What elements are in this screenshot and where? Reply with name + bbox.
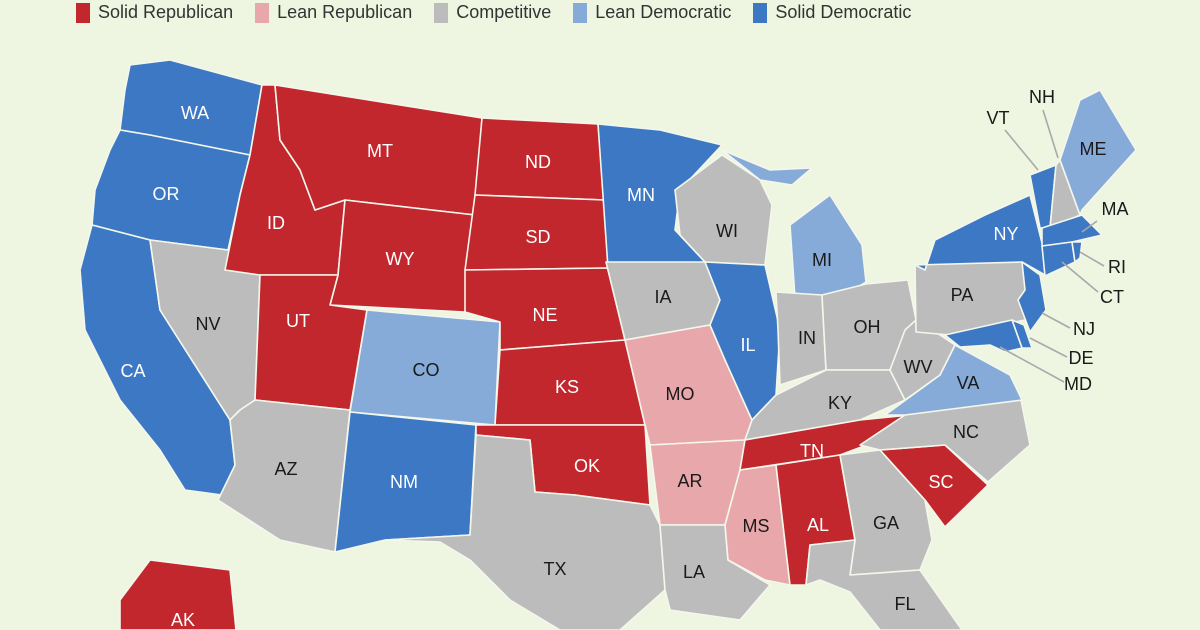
- state-label: UT: [286, 311, 310, 331]
- legend-label: Competitive: [456, 2, 552, 22]
- leader-line: [1079, 251, 1105, 267]
- legend-item-comp: Competitive: [434, 2, 551, 23]
- state-label: TX: [543, 559, 566, 579]
- state-label: WV: [904, 357, 933, 377]
- legend-item-solid_d: Solid Democratic: [753, 2, 911, 23]
- state-mi[interactable]: [721, 149, 813, 186]
- leader-line: [1081, 220, 1098, 233]
- state-label: KY: [828, 393, 852, 413]
- state-label: AR: [677, 471, 702, 491]
- state-label: MS: [743, 516, 770, 536]
- state-label: WI: [716, 221, 738, 241]
- legend-swatch: [753, 2, 768, 23]
- leader-line: [999, 346, 1065, 383]
- state-ri[interactable]: [1071, 241, 1083, 263]
- state-label: NY: [993, 224, 1018, 244]
- state-label: ND: [525, 152, 551, 172]
- state-label: OR: [153, 184, 180, 204]
- state-ky[interactable]: [744, 369, 906, 441]
- state-fl[interactable]: [805, 539, 963, 630]
- state-label: SC: [928, 472, 953, 492]
- state-label: AK: [171, 610, 195, 630]
- state-nj[interactable]: [1017, 261, 1047, 333]
- state-label: NE: [532, 305, 557, 325]
- state-label: NC: [953, 422, 979, 442]
- state-label: WA: [181, 103, 209, 123]
- legend-item-lean_d: Lean Democratic: [573, 2, 731, 23]
- state-label: SD: [525, 227, 550, 247]
- legend-label: Lean Republican: [277, 2, 413, 22]
- state-label: CA: [120, 361, 145, 381]
- state-label: MA: [1102, 199, 1129, 219]
- state-label: VT: [986, 108, 1009, 128]
- leader-line: [1061, 261, 1099, 293]
- state-label: TN: [800, 441, 824, 461]
- state-in[interactable]: [775, 291, 827, 386]
- state-label: KS: [555, 377, 579, 397]
- state-label: VA: [957, 373, 980, 393]
- state-label: NM: [390, 472, 418, 492]
- legend-swatch: [76, 2, 90, 23]
- state-label: AZ: [274, 459, 297, 479]
- state-label: MD: [1064, 374, 1092, 394]
- state-mi[interactable]: [789, 194, 867, 299]
- state-ak[interactable]: [119, 559, 237, 630]
- state-label: CO: [413, 360, 440, 380]
- state-label: ME: [1080, 139, 1107, 159]
- state-label: OK: [574, 456, 600, 476]
- state-label: AL: [807, 515, 829, 535]
- leader-line: [1042, 109, 1059, 159]
- state-label: IN: [798, 328, 816, 348]
- state-label: IA: [654, 287, 671, 307]
- state-label: WY: [386, 249, 415, 269]
- state-label: ID: [267, 213, 285, 233]
- state-ny[interactable]: [914, 194, 1046, 276]
- state-label: FL: [894, 594, 915, 614]
- state-label: MN: [627, 185, 655, 205]
- state-label: NJ: [1073, 319, 1095, 339]
- legend: Solid Republican Lean Republican Competiti…: [76, 2, 911, 23]
- legend-label: Solid Republican: [98, 2, 234, 22]
- leader-line: [1029, 337, 1068, 358]
- state-label: MI: [812, 250, 832, 270]
- state-label: IL: [740, 335, 755, 355]
- legend-swatch: [573, 2, 588, 23]
- state-label: GA: [873, 513, 899, 533]
- state-label: OH: [854, 317, 881, 337]
- state-label: CT: [1100, 287, 1124, 307]
- leader-line: [1041, 312, 1071, 329]
- legend-label: Solid Democratic: [775, 2, 912, 22]
- state-wi[interactable]: [674, 154, 773, 266]
- state-label: NH: [1029, 87, 1055, 107]
- legend-item-lean_r: Lean Republican: [255, 2, 412, 23]
- state-tx[interactable]: [384, 434, 666, 630]
- state-label: PA: [951, 285, 974, 305]
- state-label: LA: [683, 562, 705, 582]
- state-label: MT: [367, 141, 393, 161]
- legend-swatch: [255, 2, 270, 23]
- legend-label: Lean Democratic: [595, 2, 732, 22]
- legend-item-solid_r: Solid Republican: [76, 2, 233, 23]
- state-label: NV: [195, 314, 220, 334]
- state-wy[interactable]: [329, 199, 476, 313]
- leader-line: [1004, 129, 1039, 171]
- state-md[interactable]: [944, 319, 1023, 353]
- legend-swatch: [434, 2, 449, 23]
- state-label: RI: [1108, 257, 1126, 277]
- state-label: DE: [1068, 348, 1093, 368]
- state-ma[interactable]: [1041, 214, 1103, 247]
- state-ct[interactable]: [1041, 241, 1076, 277]
- state-wv[interactable]: [889, 319, 956, 401]
- state-label: MO: [666, 384, 695, 404]
